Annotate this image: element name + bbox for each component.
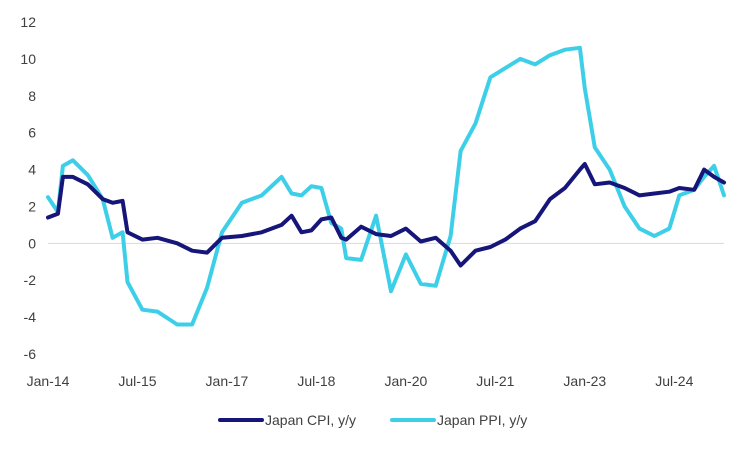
x-tick-label: Jul-18 bbox=[297, 373, 335, 389]
y-axis-tick-labels: -6 -4 -2 0 2 4 6 8 10 12 bbox=[20, 14, 36, 362]
y-tick-label: 12 bbox=[20, 14, 36, 30]
y-tick-label: 2 bbox=[28, 198, 36, 214]
legend-label-japan-cpi: Japan CPI, y/y bbox=[265, 412, 356, 428]
legend: Japan CPI, y/y Japan PPI, y/y bbox=[218, 412, 527, 428]
series-line-japan-ppi bbox=[46, 45, 726, 327]
y-tick-label: 4 bbox=[28, 162, 36, 178]
x-tick-label: Jan-20 bbox=[384, 373, 427, 389]
y-tick-label: 6 bbox=[28, 125, 36, 141]
x-tick-label: Jan-17 bbox=[206, 373, 249, 389]
y-tick-label: 10 bbox=[20, 51, 36, 67]
x-tick-label: Jul-15 bbox=[118, 373, 156, 389]
x-axis-tick-labels: Jan-14 Jul-15 Jan-17 Jul-18 Jan-20 Jul-21 Jan-… bbox=[27, 373, 694, 389]
series-line-japan-cpi bbox=[46, 162, 726, 268]
y-tick-label: -6 bbox=[24, 346, 37, 362]
x-tick-label: Jan-23 bbox=[563, 373, 606, 389]
y-tick-label: 0 bbox=[28, 235, 36, 251]
x-tick-label: Jul-21 bbox=[476, 373, 514, 389]
y-tick-label: -4 bbox=[24, 309, 37, 325]
legend-label-japan-ppi: Japan PPI, y/y bbox=[437, 412, 527, 428]
x-tick-label: Jan-14 bbox=[27, 373, 70, 389]
y-tick-label: 8 bbox=[28, 88, 36, 104]
x-tick-label: Jul-24 bbox=[655, 373, 693, 389]
series-lines bbox=[46, 45, 726, 327]
y-tick-label: -2 bbox=[24, 272, 37, 288]
